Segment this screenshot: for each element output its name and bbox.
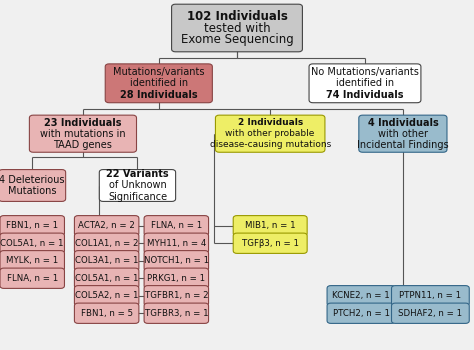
Text: of Unknown: of Unknown <box>109 181 166 190</box>
FancyBboxPatch shape <box>0 268 64 288</box>
FancyBboxPatch shape <box>359 115 447 152</box>
FancyBboxPatch shape <box>172 4 302 52</box>
Text: tested with: tested with <box>204 21 270 35</box>
Text: KCNE2, n = 1: KCNE2, n = 1 <box>332 291 390 300</box>
Text: MYH11, n = 4: MYH11, n = 4 <box>146 239 206 248</box>
Text: TAAD genes: TAAD genes <box>54 140 112 150</box>
Text: with mutations in: with mutations in <box>40 129 126 139</box>
Text: TGFβ3, n = 1: TGFβ3, n = 1 <box>242 239 299 248</box>
FancyBboxPatch shape <box>105 64 212 103</box>
Text: NOTCH1, n = 1: NOTCH1, n = 1 <box>144 256 209 265</box>
Text: 28 Individuals: 28 Individuals <box>120 90 198 99</box>
FancyBboxPatch shape <box>74 268 139 288</box>
Text: SDHAF2, n = 1: SDHAF2, n = 1 <box>398 309 463 318</box>
Text: COL3A1, n = 1: COL3A1, n = 1 <box>75 256 138 265</box>
Text: ACTA2, n = 2: ACTA2, n = 2 <box>78 221 135 230</box>
Text: FLNA, n = 1: FLNA, n = 1 <box>7 274 58 283</box>
FancyBboxPatch shape <box>74 233 139 253</box>
Text: 23 Individuals: 23 Individuals <box>44 118 122 127</box>
FancyBboxPatch shape <box>74 216 139 236</box>
FancyBboxPatch shape <box>99 170 175 202</box>
Text: 74 Individuals: 74 Individuals <box>326 90 404 99</box>
Text: COL5A1, n = 1: COL5A1, n = 1 <box>75 274 138 283</box>
Text: Incidental Findings: Incidental Findings <box>357 140 449 150</box>
Text: 2 Individuals: 2 Individuals <box>237 118 303 127</box>
Text: 4 Individuals: 4 Individuals <box>367 118 438 127</box>
Text: 4 Deleterious: 4 Deleterious <box>0 175 65 185</box>
FancyBboxPatch shape <box>74 251 139 271</box>
FancyBboxPatch shape <box>29 115 137 152</box>
FancyBboxPatch shape <box>0 251 64 271</box>
FancyBboxPatch shape <box>327 303 395 323</box>
Text: TGFBR1, n = 2: TGFBR1, n = 2 <box>145 291 208 300</box>
FancyBboxPatch shape <box>233 233 307 253</box>
Text: Mutations: Mutations <box>8 186 56 196</box>
FancyBboxPatch shape <box>327 286 395 306</box>
Text: identified in: identified in <box>130 78 188 88</box>
FancyBboxPatch shape <box>233 216 307 236</box>
FancyBboxPatch shape <box>144 216 209 236</box>
FancyBboxPatch shape <box>144 233 209 253</box>
Text: FLNA, n = 1: FLNA, n = 1 <box>151 221 202 230</box>
Text: TGFBR3, n = 1: TGFBR3, n = 1 <box>145 309 208 318</box>
Text: COL1A1, n = 2: COL1A1, n = 2 <box>75 239 138 248</box>
FancyBboxPatch shape <box>309 64 421 103</box>
FancyBboxPatch shape <box>144 251 209 271</box>
Text: PRKG1, n = 1: PRKG1, n = 1 <box>147 274 205 283</box>
Text: MIB1, n = 1: MIB1, n = 1 <box>245 221 295 230</box>
Text: PTCH2, n = 1: PTCH2, n = 1 <box>333 309 390 318</box>
Text: MYLK, n = 1: MYLK, n = 1 <box>6 256 58 265</box>
Text: with other probable: with other probable <box>226 129 315 138</box>
Text: with other: with other <box>378 129 428 139</box>
FancyBboxPatch shape <box>0 170 65 202</box>
FancyBboxPatch shape <box>74 303 139 323</box>
FancyBboxPatch shape <box>144 303 209 323</box>
FancyBboxPatch shape <box>0 233 64 253</box>
Text: disease-causing mutations: disease-causing mutations <box>210 140 331 149</box>
FancyBboxPatch shape <box>0 216 64 236</box>
Text: No Mutations/variants: No Mutations/variants <box>311 67 419 77</box>
Text: PTPN11, n = 1: PTPN11, n = 1 <box>399 291 462 300</box>
FancyBboxPatch shape <box>74 286 139 306</box>
Text: 22 Variants: 22 Variants <box>106 169 169 179</box>
Text: identified in: identified in <box>336 78 394 88</box>
Text: COL5A1, n = 1: COL5A1, n = 1 <box>0 239 64 248</box>
Text: Exome Sequencing: Exome Sequencing <box>181 33 293 46</box>
FancyBboxPatch shape <box>144 286 209 306</box>
Text: COL5A2, n = 1: COL5A2, n = 1 <box>75 291 138 300</box>
Text: 102 Individuals: 102 Individuals <box>187 10 287 23</box>
FancyBboxPatch shape <box>144 268 209 288</box>
Text: FBN1, n = 5: FBN1, n = 5 <box>81 309 133 318</box>
FancyBboxPatch shape <box>392 303 469 323</box>
Text: Significance: Significance <box>108 192 167 202</box>
Text: Mutations/variants: Mutations/variants <box>113 67 205 77</box>
Text: FBN1, n = 1: FBN1, n = 1 <box>6 221 58 230</box>
FancyBboxPatch shape <box>392 286 469 306</box>
FancyBboxPatch shape <box>215 115 325 152</box>
